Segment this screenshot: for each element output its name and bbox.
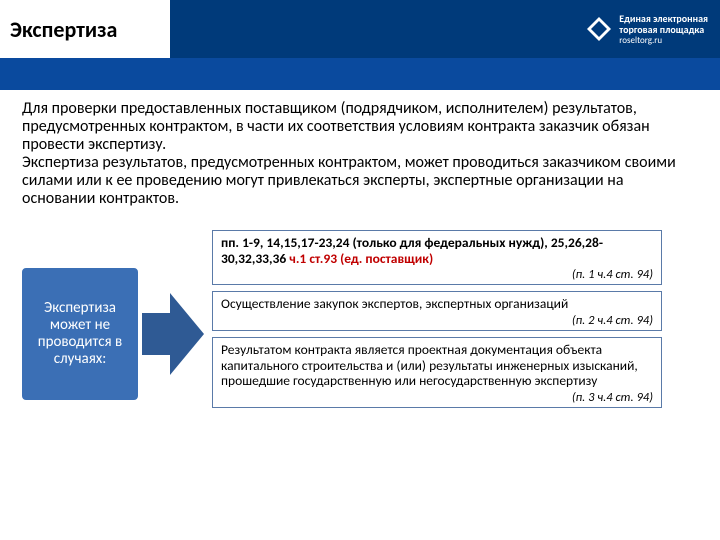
logo-line2: торговая площадка [619, 24, 708, 35]
card-3: Результатом контракта является проектная… [212, 337, 662, 408]
card-2: Осуществление закупок экспертов, эксперт… [212, 291, 662, 331]
card-2-ref: (п. 2 ч.4 ст. 94) [221, 314, 653, 328]
card-2-text: Осуществление закупок экспертов, эксперт… [221, 295, 568, 312]
card-1-ref: (п. 1 ч.4 ст. 94) [221, 268, 653, 282]
card-1-main: пп. 1-9, 14,15,17-23,24 (только для феде… [221, 235, 653, 266]
page-title-wrap: Экспертиза [0, 0, 170, 58]
intro-paragraph: Для проверки предоставленных поставщиком… [22, 100, 698, 207]
card-3-ref: (п. 3 ч.4 ст. 94) [221, 391, 653, 405]
card-1-red: ч.1 ст.93 (ед. поставщик) [289, 250, 433, 267]
page-title: Экспертиза [10, 16, 117, 43]
header-bar: Экспертиза Единая электронная торговая п… [0, 0, 720, 58]
logo-sub: roseltorg.ru [619, 35, 708, 46]
lower-block: Экспертиза может не проводится в случаях… [22, 268, 662, 408]
cards-column: пп. 1-9, 14,15,17-23,24 (только для феде… [212, 230, 662, 408]
card-3-text: Результатом контракта является проектная… [221, 341, 638, 389]
logo-icon [585, 15, 613, 43]
arrow-icon [142, 293, 204, 375]
logo-line1: Единая электронная [619, 13, 708, 24]
logo-text-block: Единая электронная торговая площадка ros… [619, 13, 708, 46]
card-3-main: Результатом контракта является проектная… [221, 342, 653, 389]
accent-band [0, 58, 720, 90]
site-logo: Единая электронная торговая площадка ros… [585, 13, 708, 46]
card-1: пп. 1-9, 14,15,17-23,24 (только для феде… [212, 230, 662, 285]
callout-wrap: Экспертиза может не проводится в случаях… [22, 268, 212, 400]
content-area: Для проверки предоставленных поставщиком… [0, 90, 720, 207]
card-2-main: Осуществление закупок экспертов, эксперт… [221, 296, 653, 312]
callout-box: Экспертиза может не проводится в случаях… [22, 268, 138, 400]
